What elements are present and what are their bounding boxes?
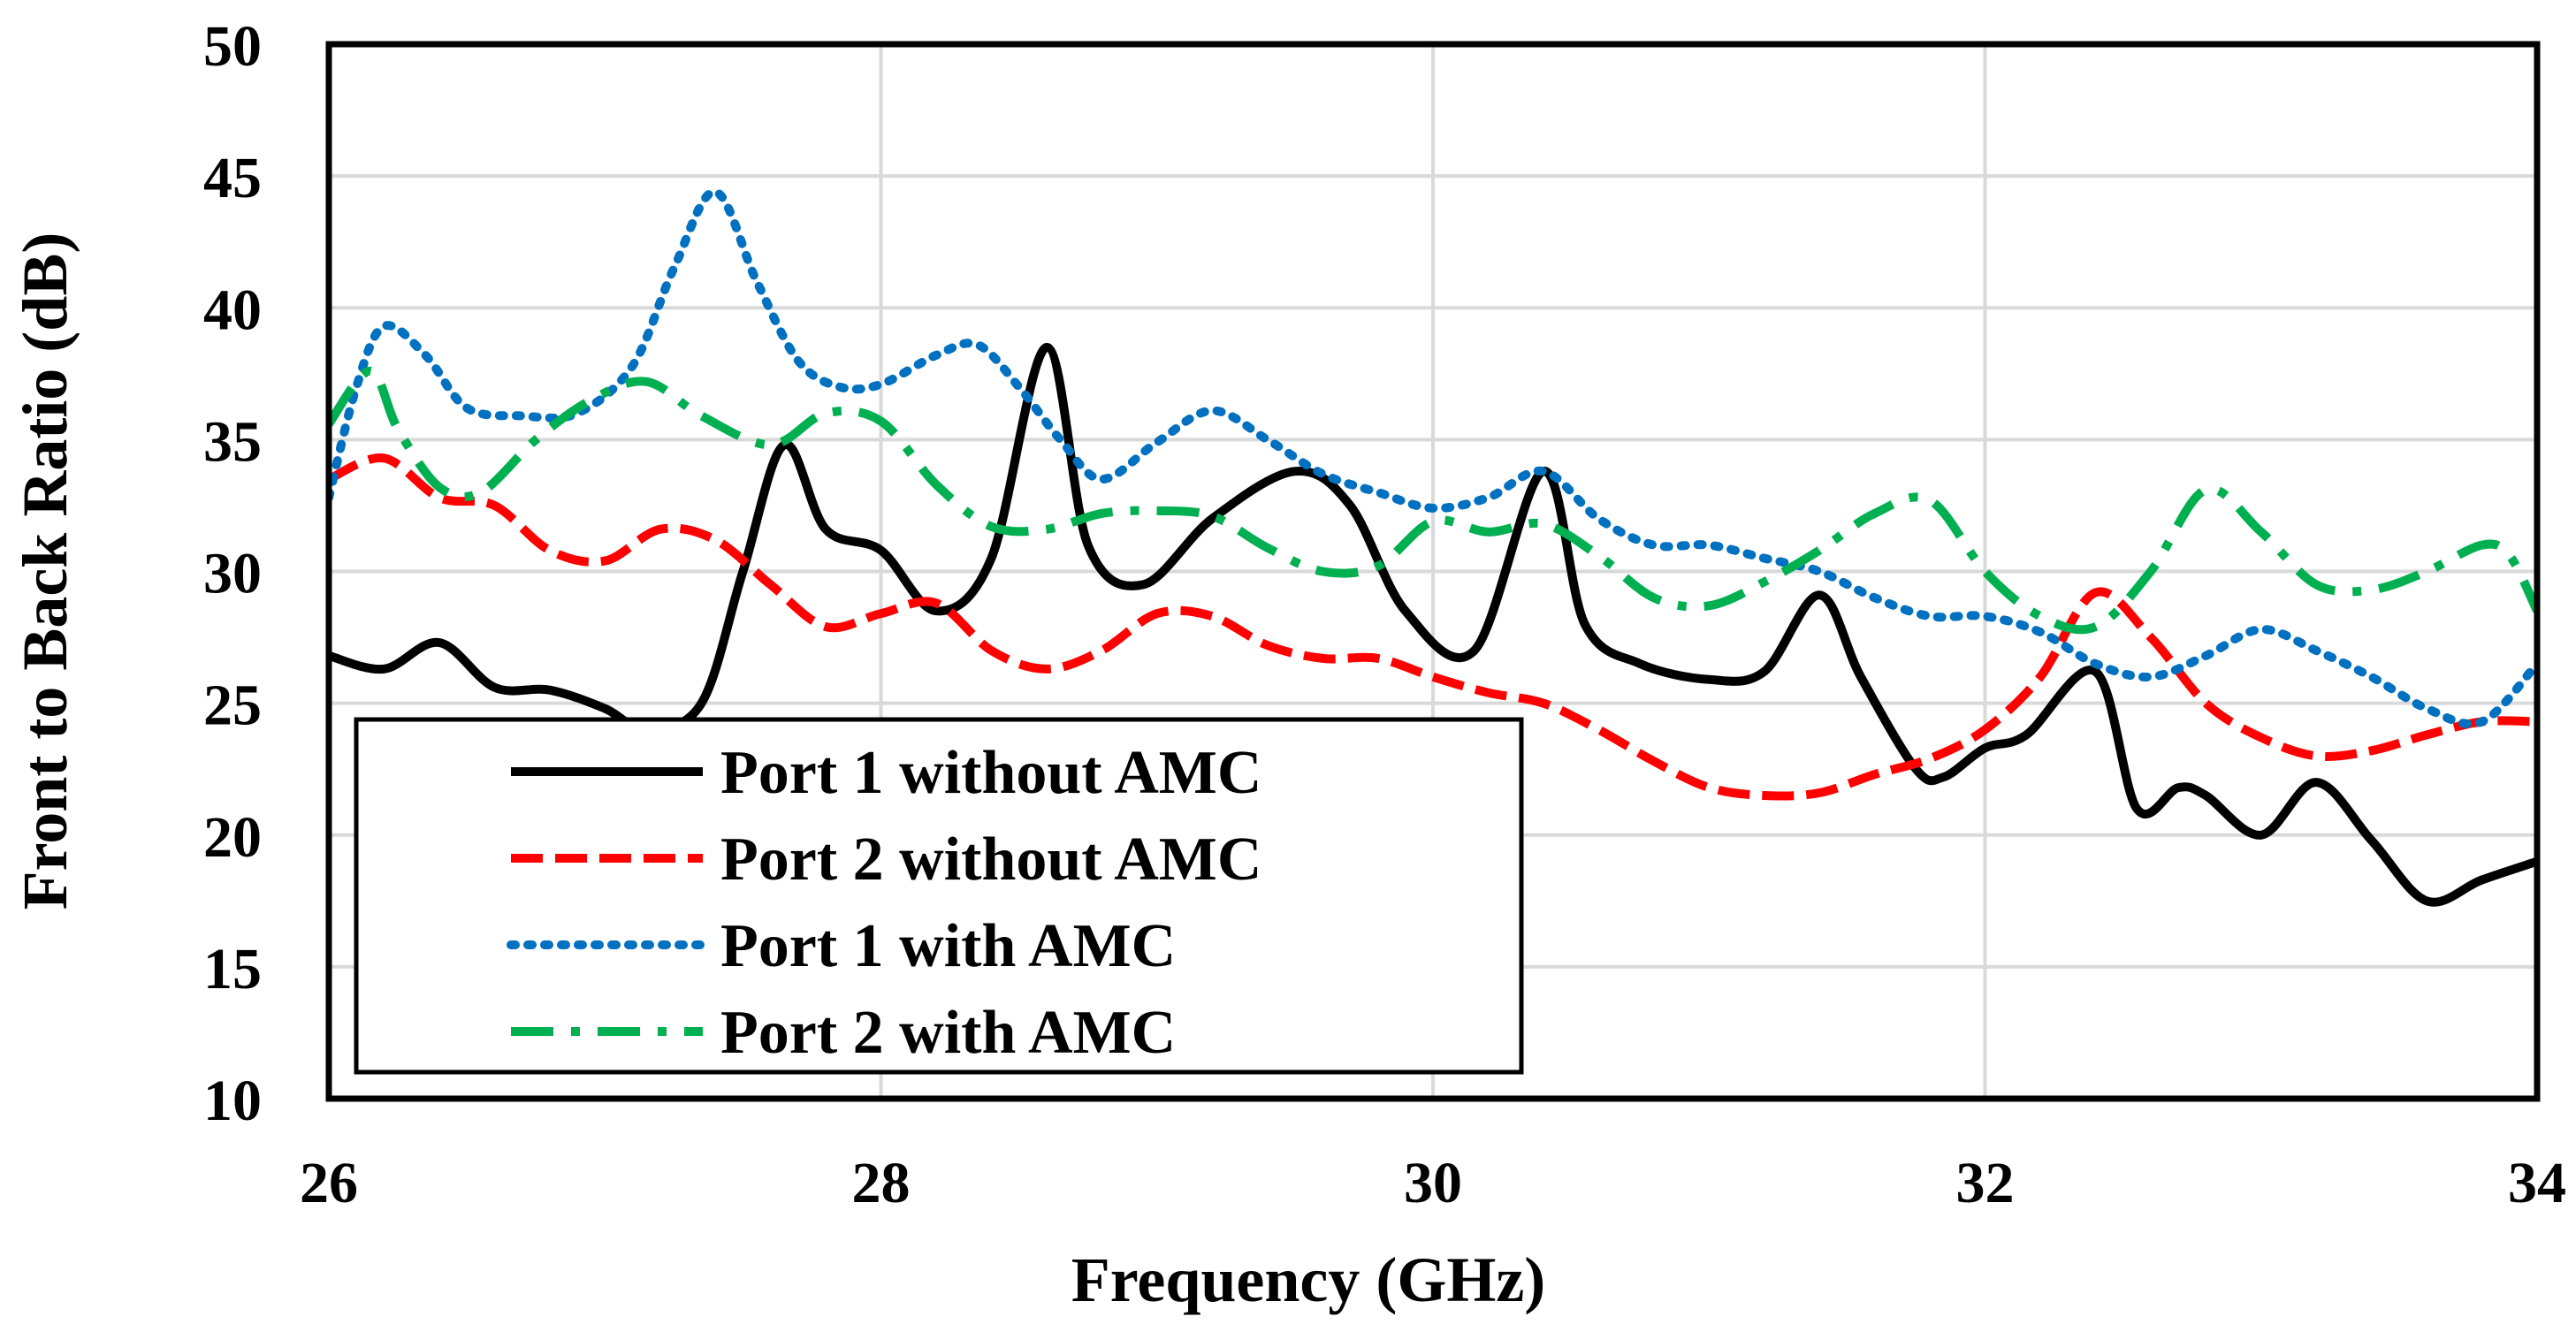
legend-entries: Port 1 without AMC Port 2 without AMC Port…: [507, 739, 1261, 1067]
legend: Port 1 without AMC Port 2 without AMC Port…: [354, 717, 1524, 1075]
y-tick-label: 50: [203, 14, 262, 79]
series-line-port-1-without-amc: [329, 343, 2537, 907]
series-line-port-2-without-amc: [329, 453, 2537, 801]
y-axis-label: Front to Back Ratio (dB): [10, 232, 80, 910]
x-tick-label: 32: [1956, 1151, 2015, 1215]
legend-label-port-2-without-amc: Port 2 without AMC: [720, 826, 1261, 894]
data-series: [329, 187, 2537, 907]
y-tick-label: 25: [203, 674, 262, 738]
legend-label-port-1-with-amc: Port 1 with AMC: [720, 912, 1176, 980]
y-axis-ticks: 10 15 20 25 30 35 40 45 50: [203, 14, 262, 1133]
x-axis-label: Frequency (GHz): [1071, 1244, 1546, 1315]
y-tick-label: 10: [203, 1069, 262, 1133]
legend-label-port-2-with-amc: Port 2 with AMC: [720, 999, 1176, 1067]
x-tick-label: 30: [1404, 1151, 1462, 1215]
y-tick-label: 15: [203, 937, 262, 1001]
y-tick-label: 45: [203, 146, 262, 210]
y-tick-label: 20: [203, 805, 262, 870]
x-tick-label: 28: [852, 1151, 911, 1215]
series-line-port-2-with-amc: [329, 366, 2537, 635]
y-tick-label: 40: [203, 278, 262, 342]
legend-label-port-1-without-amc: Port 1 without AMC: [720, 739, 1261, 807]
x-axis-ticks: 26 28 30 32 34: [300, 1151, 2566, 1215]
y-tick-label: 30: [203, 542, 262, 606]
y-tick-label: 35: [203, 409, 262, 474]
x-tick-label: 26: [300, 1151, 358, 1215]
series-line-port-1-with-amc: [329, 187, 2537, 729]
x-tick-label: 34: [2508, 1151, 2566, 1215]
plot-area-border: [325, 41, 2541, 1102]
legend-box: [354, 717, 1524, 1075]
